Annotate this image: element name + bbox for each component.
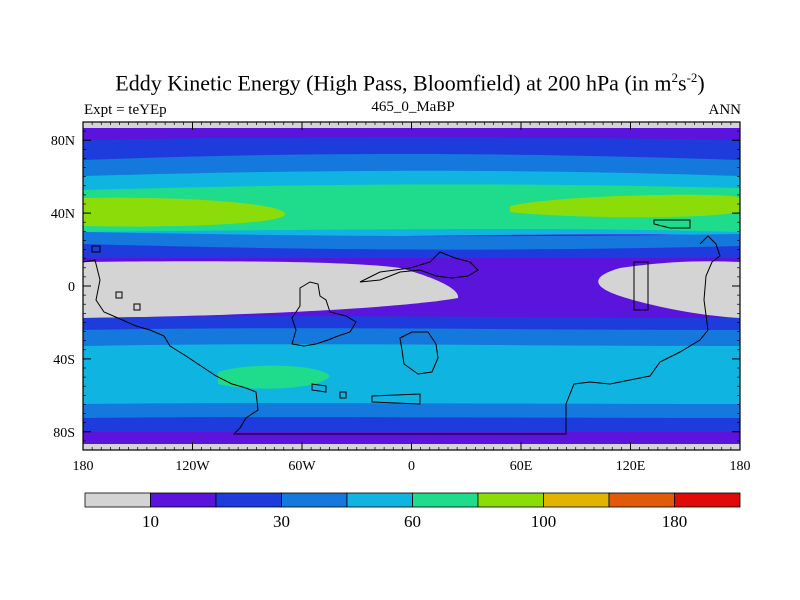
colorbar-swatch — [543, 492, 610, 508]
field-band-north-7 — [83, 244, 740, 258]
land-africa — [291, 281, 357, 347]
land-eurasia-south — [359, 251, 479, 283]
experiment-label: Expt = teYEp — [84, 102, 167, 118]
colorbar-swatch — [84, 492, 151, 508]
land-island-3 — [91, 245, 101, 253]
y-tick-label: 40S — [53, 353, 75, 368]
colorbar-swatch — [215, 492, 282, 508]
title-text-mid: s — [678, 70, 687, 96]
field-band-south-3 — [83, 344, 740, 406]
colorbar-swatch — [281, 492, 348, 508]
land-antarctic-peninsula — [371, 393, 421, 405]
colorbar — [84, 492, 741, 508]
field-band-south-4 — [83, 403, 740, 420]
y-axis: 80N 40N 0 40S 80S — [51, 121, 740, 451]
x-tick-label: 120W — [175, 459, 210, 474]
season-label: ANN — [708, 102, 742, 118]
colorbar-swatch — [412, 492, 479, 508]
land-island-4 — [311, 383, 327, 393]
x-tick-label: 60W — [288, 459, 316, 474]
colorbar-labels: 10 30 60 100 180 — [142, 512, 687, 531]
land-island-1 — [115, 291, 123, 299]
colorbar-label: 60 — [404, 512, 421, 531]
land-greenland — [653, 219, 691, 229]
colorbar-swatch — [608, 492, 675, 508]
coastlines — [83, 219, 721, 435]
colorbar-label: 30 — [273, 512, 290, 531]
contour-field — [83, 122, 740, 450]
colorbar-label: 180 — [662, 512, 688, 531]
land-australia — [399, 331, 439, 375]
y-tick-label: 80S — [53, 426, 75, 441]
colorbar-swatch — [346, 492, 413, 508]
field-jet-north-atlantic — [83, 197, 285, 227]
field-tropics-atlantic — [83, 261, 459, 318]
x-tick-label: 180 — [73, 459, 94, 474]
x-tick-label: 120E — [616, 459, 646, 474]
field-jet-north-pacific — [510, 194, 740, 218]
colorbar-swatch — [674, 492, 741, 508]
field-jet-south — [218, 365, 330, 389]
field-band-north-6 — [83, 232, 740, 250]
case-label: 465_0_MaBP — [371, 99, 455, 115]
land-americas-antarctica — [83, 235, 721, 435]
y-tick-label: 80N — [51, 134, 75, 149]
field-band-south-5 — [83, 417, 740, 432]
y-tick-label: 0 — [68, 280, 75, 295]
colorbar-label: 10 — [142, 512, 159, 531]
colorbar-swatch — [477, 492, 544, 508]
colorbar-label: 100 — [531, 512, 557, 531]
field-band-south-6 — [83, 432, 740, 444]
land-island-5 — [339, 391, 347, 399]
map-title: Eddy Kinetic Energy (High Pass, Bloomfie… — [0, 70, 800, 96]
title-text: Eddy Kinetic Energy (High Pass, Bloomfie… — [115, 70, 672, 96]
field-band-south-1 — [83, 316, 740, 332]
colorbar-swatch — [150, 492, 217, 508]
x-tick-label: 60E — [510, 459, 533, 474]
land-island-2 — [133, 303, 141, 311]
title-superscript-2: -2 — [686, 70, 698, 85]
title-superscript-1: 2 — [671, 70, 679, 85]
title-text-end: ) — [697, 70, 705, 96]
x-tick-label: 180 — [730, 459, 751, 474]
land-pacific-island — [633, 261, 649, 311]
x-axis: 180 120W 60W 0 60E 120E 180 — [73, 122, 751, 474]
y-tick-label: 40N — [51, 207, 75, 222]
x-tick-label: 0 — [408, 459, 415, 474]
